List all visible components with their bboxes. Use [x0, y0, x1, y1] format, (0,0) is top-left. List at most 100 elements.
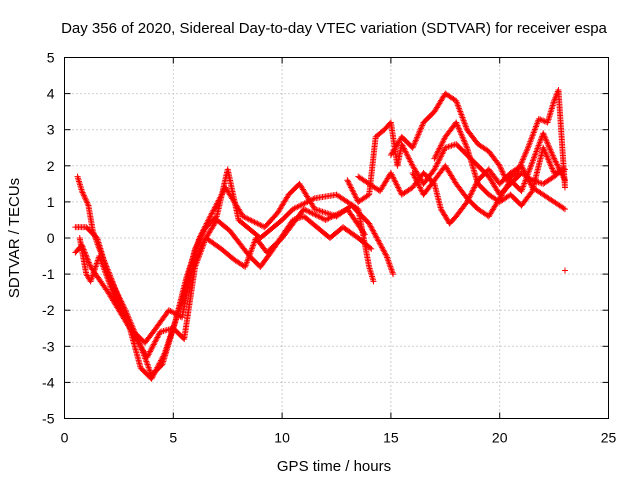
data-point: [540, 130, 547, 137]
data-point: [89, 272, 96, 279]
data-point: [440, 149, 447, 156]
data-point: [311, 211, 318, 218]
data-point: [520, 155, 527, 162]
data-point: [496, 162, 503, 169]
data-point: [368, 245, 375, 252]
data-point: [432, 152, 439, 159]
data-point: [544, 153, 551, 160]
data-point: [547, 148, 554, 155]
data-point: [155, 331, 162, 338]
data-point: [434, 149, 441, 156]
data-point: [528, 189, 535, 196]
data-point: [394, 183, 401, 190]
data-point: [84, 199, 91, 206]
data-point: [419, 122, 426, 129]
data-point: [392, 178, 399, 185]
data-point: [440, 147, 447, 154]
data-point: [500, 171, 507, 178]
data-point: [436, 156, 443, 163]
data-point: [152, 337, 159, 344]
data-point: [257, 222, 264, 229]
data-point: [254, 220, 261, 227]
data-point: [350, 190, 357, 197]
data-point: [438, 141, 445, 148]
series-track-c: [72, 213, 375, 346]
data-point: [322, 209, 329, 216]
data-point: [417, 125, 424, 132]
data-point: [540, 131, 547, 138]
data-point: [543, 137, 550, 144]
data-point: [309, 210, 316, 217]
data-point: [416, 129, 423, 136]
data-point: [392, 180, 399, 187]
x-tick-label: 10: [274, 430, 290, 446]
data-point: [158, 356, 165, 363]
data-point: [302, 206, 309, 213]
data-point: [516, 165, 523, 172]
data-point: [559, 172, 566, 179]
data-point: [538, 117, 545, 124]
data-point: [417, 185, 424, 192]
data-point: [459, 134, 466, 141]
data-point: [435, 148, 442, 155]
data-point: [160, 351, 167, 358]
data-point: [150, 341, 157, 348]
data-point: [470, 185, 477, 192]
data-point: [88, 275, 95, 282]
data-point: [88, 276, 95, 283]
data-point: [241, 214, 248, 221]
data-point: [205, 216, 212, 223]
data-point: [546, 159, 553, 166]
data-point: [329, 213, 336, 220]
data-point: [414, 134, 421, 141]
data-point: [239, 213, 246, 220]
data-points: [72, 86, 568, 382]
data-point: [544, 139, 551, 146]
data-point: [415, 131, 422, 138]
data-point: [554, 162, 561, 169]
x-tick-label: 20: [492, 430, 508, 446]
data-point: [415, 181, 422, 188]
data-point: [144, 354, 151, 361]
data-point: [301, 200, 308, 207]
data-point: [87, 262, 94, 269]
data-point: [318, 214, 325, 221]
data-point: [200, 226, 207, 233]
data-point: [367, 244, 374, 251]
data-point: [242, 214, 249, 221]
x-tick-label: 15: [383, 430, 399, 446]
data-point: [245, 216, 252, 223]
data-point: [550, 154, 557, 161]
data-point: [152, 338, 159, 345]
data-point: [145, 351, 152, 358]
data-point: [390, 271, 397, 278]
data-point: [413, 177, 420, 184]
data-point: [457, 129, 464, 136]
data-point: [157, 357, 164, 364]
data-point: [298, 201, 305, 208]
data-point: [146, 349, 153, 356]
data-point: [92, 263, 99, 270]
data-point: [408, 159, 415, 166]
series-track-g: [387, 86, 568, 191]
x-axis-label: GPS time / hours: [277, 458, 391, 475]
data-point: [90, 270, 97, 277]
data-point: [80, 192, 87, 199]
data-point: [403, 149, 410, 156]
data-point: [522, 150, 529, 157]
data-point: [331, 212, 338, 219]
series-track-i: [431, 119, 568, 209]
data-point: [561, 267, 568, 274]
data-point: [324, 210, 331, 217]
data-point: [545, 142, 552, 149]
data-point: [414, 132, 421, 139]
data-point: [454, 122, 461, 129]
data-point: [552, 158, 559, 165]
data-point: [370, 278, 377, 285]
data-point: [498, 167, 505, 174]
data-point: [433, 151, 440, 158]
data-point: [521, 153, 528, 160]
data-point: [438, 151, 445, 158]
x-tick-label: 5: [169, 430, 177, 446]
data-point: [150, 371, 157, 378]
